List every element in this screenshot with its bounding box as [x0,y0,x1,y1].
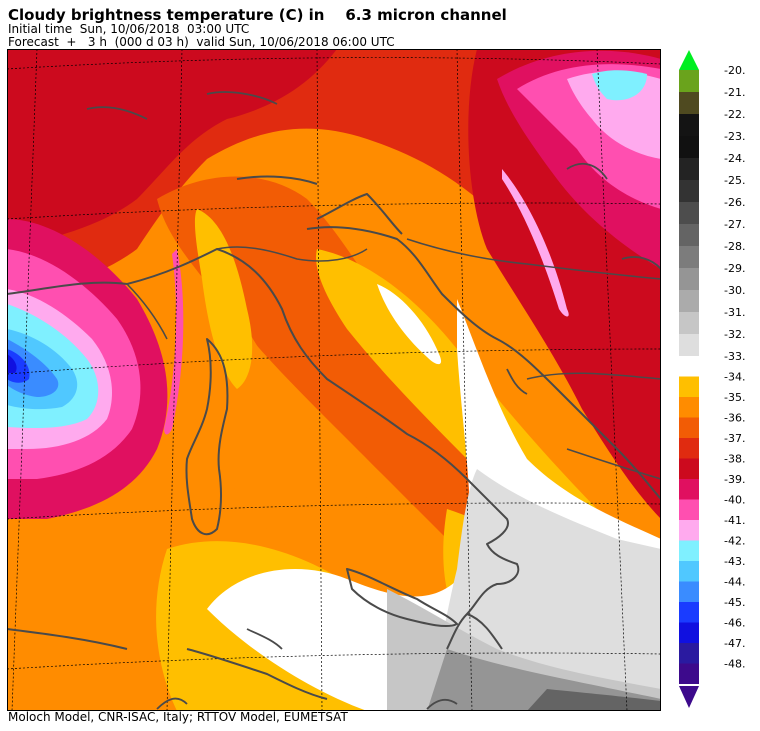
legend-label: -32. [724,328,745,341]
color-scale-legend: -20. -21. -22. -23. -24. -25. -26. -27. -28. -29.… [679,50,745,708]
legend-color-block [679,397,699,418]
legend-label: -44. [724,576,745,589]
legend-color-block [679,356,699,377]
legend-label: -42. [724,535,745,548]
legend-color-block [679,663,699,684]
legend-color-block [679,622,699,643]
legend-color-block [679,334,699,356]
legend-label: -28. [724,240,745,253]
legend-upper-blocks: -20. -21. -22. -23. -24. -25. -26. -27. -28. -29.… [679,64,745,356]
legend-lower-blocks: -33. -34. -35. -36. -37. -38. -39. -40. -41. -42.… [679,350,745,684]
title-channel: 6.3 micron channel [345,6,507,24]
legend-label: -26. [724,196,745,209]
chart-title: Cloudy brightness temperature (C) in 6.3… [8,6,507,24]
legend-color-block [679,290,699,312]
legend-label: -47. [724,637,745,650]
legend-label: -27. [724,218,745,231]
legend-color-block [679,312,699,334]
legend-color-block [679,180,699,202]
field-band-34-west [194,209,253,389]
field-band-46-west [7,354,17,373]
field-band-45-west [7,349,30,383]
legend-label: -46. [724,617,745,630]
legend-label: -36. [724,412,745,425]
legend-color-block [679,246,699,268]
legend-color-block [679,114,699,136]
legend-label: -38. [724,453,745,466]
field-band-42-east [592,70,647,101]
legend-label: -29. [724,262,745,275]
credits: Moloch Model, CNR-ISAC, Italy; RTTOV Mod… [8,710,348,724]
legend-color-block [679,458,699,479]
legend-label: -39. [724,473,745,486]
legend-color-block [679,376,699,397]
islands-and-lakes [86,91,661,710]
forecast-valid-time: Forecast + 3 h (000 d 03 h) valid Sun, 1… [8,35,395,49]
legend-arrow-bottom [679,686,699,708]
legend-color-block [679,581,699,602]
legend-label: -48. [724,658,745,671]
field-band-27 [527,689,661,711]
initial-time: Initial time Sun, 10/06/2018 03:00 UTC [8,22,250,36]
legend-color-block [679,499,699,520]
legend-label: -37. [724,432,745,445]
legend-color-block [679,70,699,92]
legend-label: -45. [724,596,745,609]
legend-label: -34. [724,371,745,384]
legend-label: -22. [724,108,745,121]
legend-label: -21. [724,86,745,99]
coastlines [7,175,661,700]
legend-label: -23. [724,130,745,143]
field-band-36 [157,176,527,569]
legend-color-block [679,224,699,246]
field-band-40-filament [164,249,184,435]
legend-arrow-top [679,50,699,70]
legend-color-block [679,202,699,224]
legend-label: -41. [724,514,745,527]
legend-color-block [679,561,699,582]
legend-color-block [679,520,699,541]
legend-label: -20. [724,64,745,77]
field-band-38 [7,49,337,249]
brightness-temperature-map [7,49,661,711]
graticule-lines [7,49,661,711]
legend-color-block [679,92,699,114]
legend-label: -35. [724,391,745,404]
field-band-33-adriatic [377,284,442,365]
legend-color-block [679,268,699,290]
legend-label: -24. [724,152,745,165]
legend-color-block [679,540,699,561]
legend-label: -31. [724,306,745,319]
legend-color-block [679,602,699,623]
legend-label: -30. [724,284,745,297]
legend-color-block [679,438,699,459]
legend-label: -25. [724,174,745,187]
title-variable: Cloudy brightness temperature (C) in [8,6,325,24]
country-borders [126,238,661,480]
field-band-41-filament [502,169,569,317]
legend-label: -40. [724,494,745,507]
legend-label: -33. [724,350,745,363]
legend-color-block [679,479,699,500]
legend-color-block [679,643,699,664]
legend-color-block [679,158,699,180]
legend-color-block [679,417,699,438]
legend-color-block [679,136,699,158]
legend-label: -43. [724,555,745,568]
